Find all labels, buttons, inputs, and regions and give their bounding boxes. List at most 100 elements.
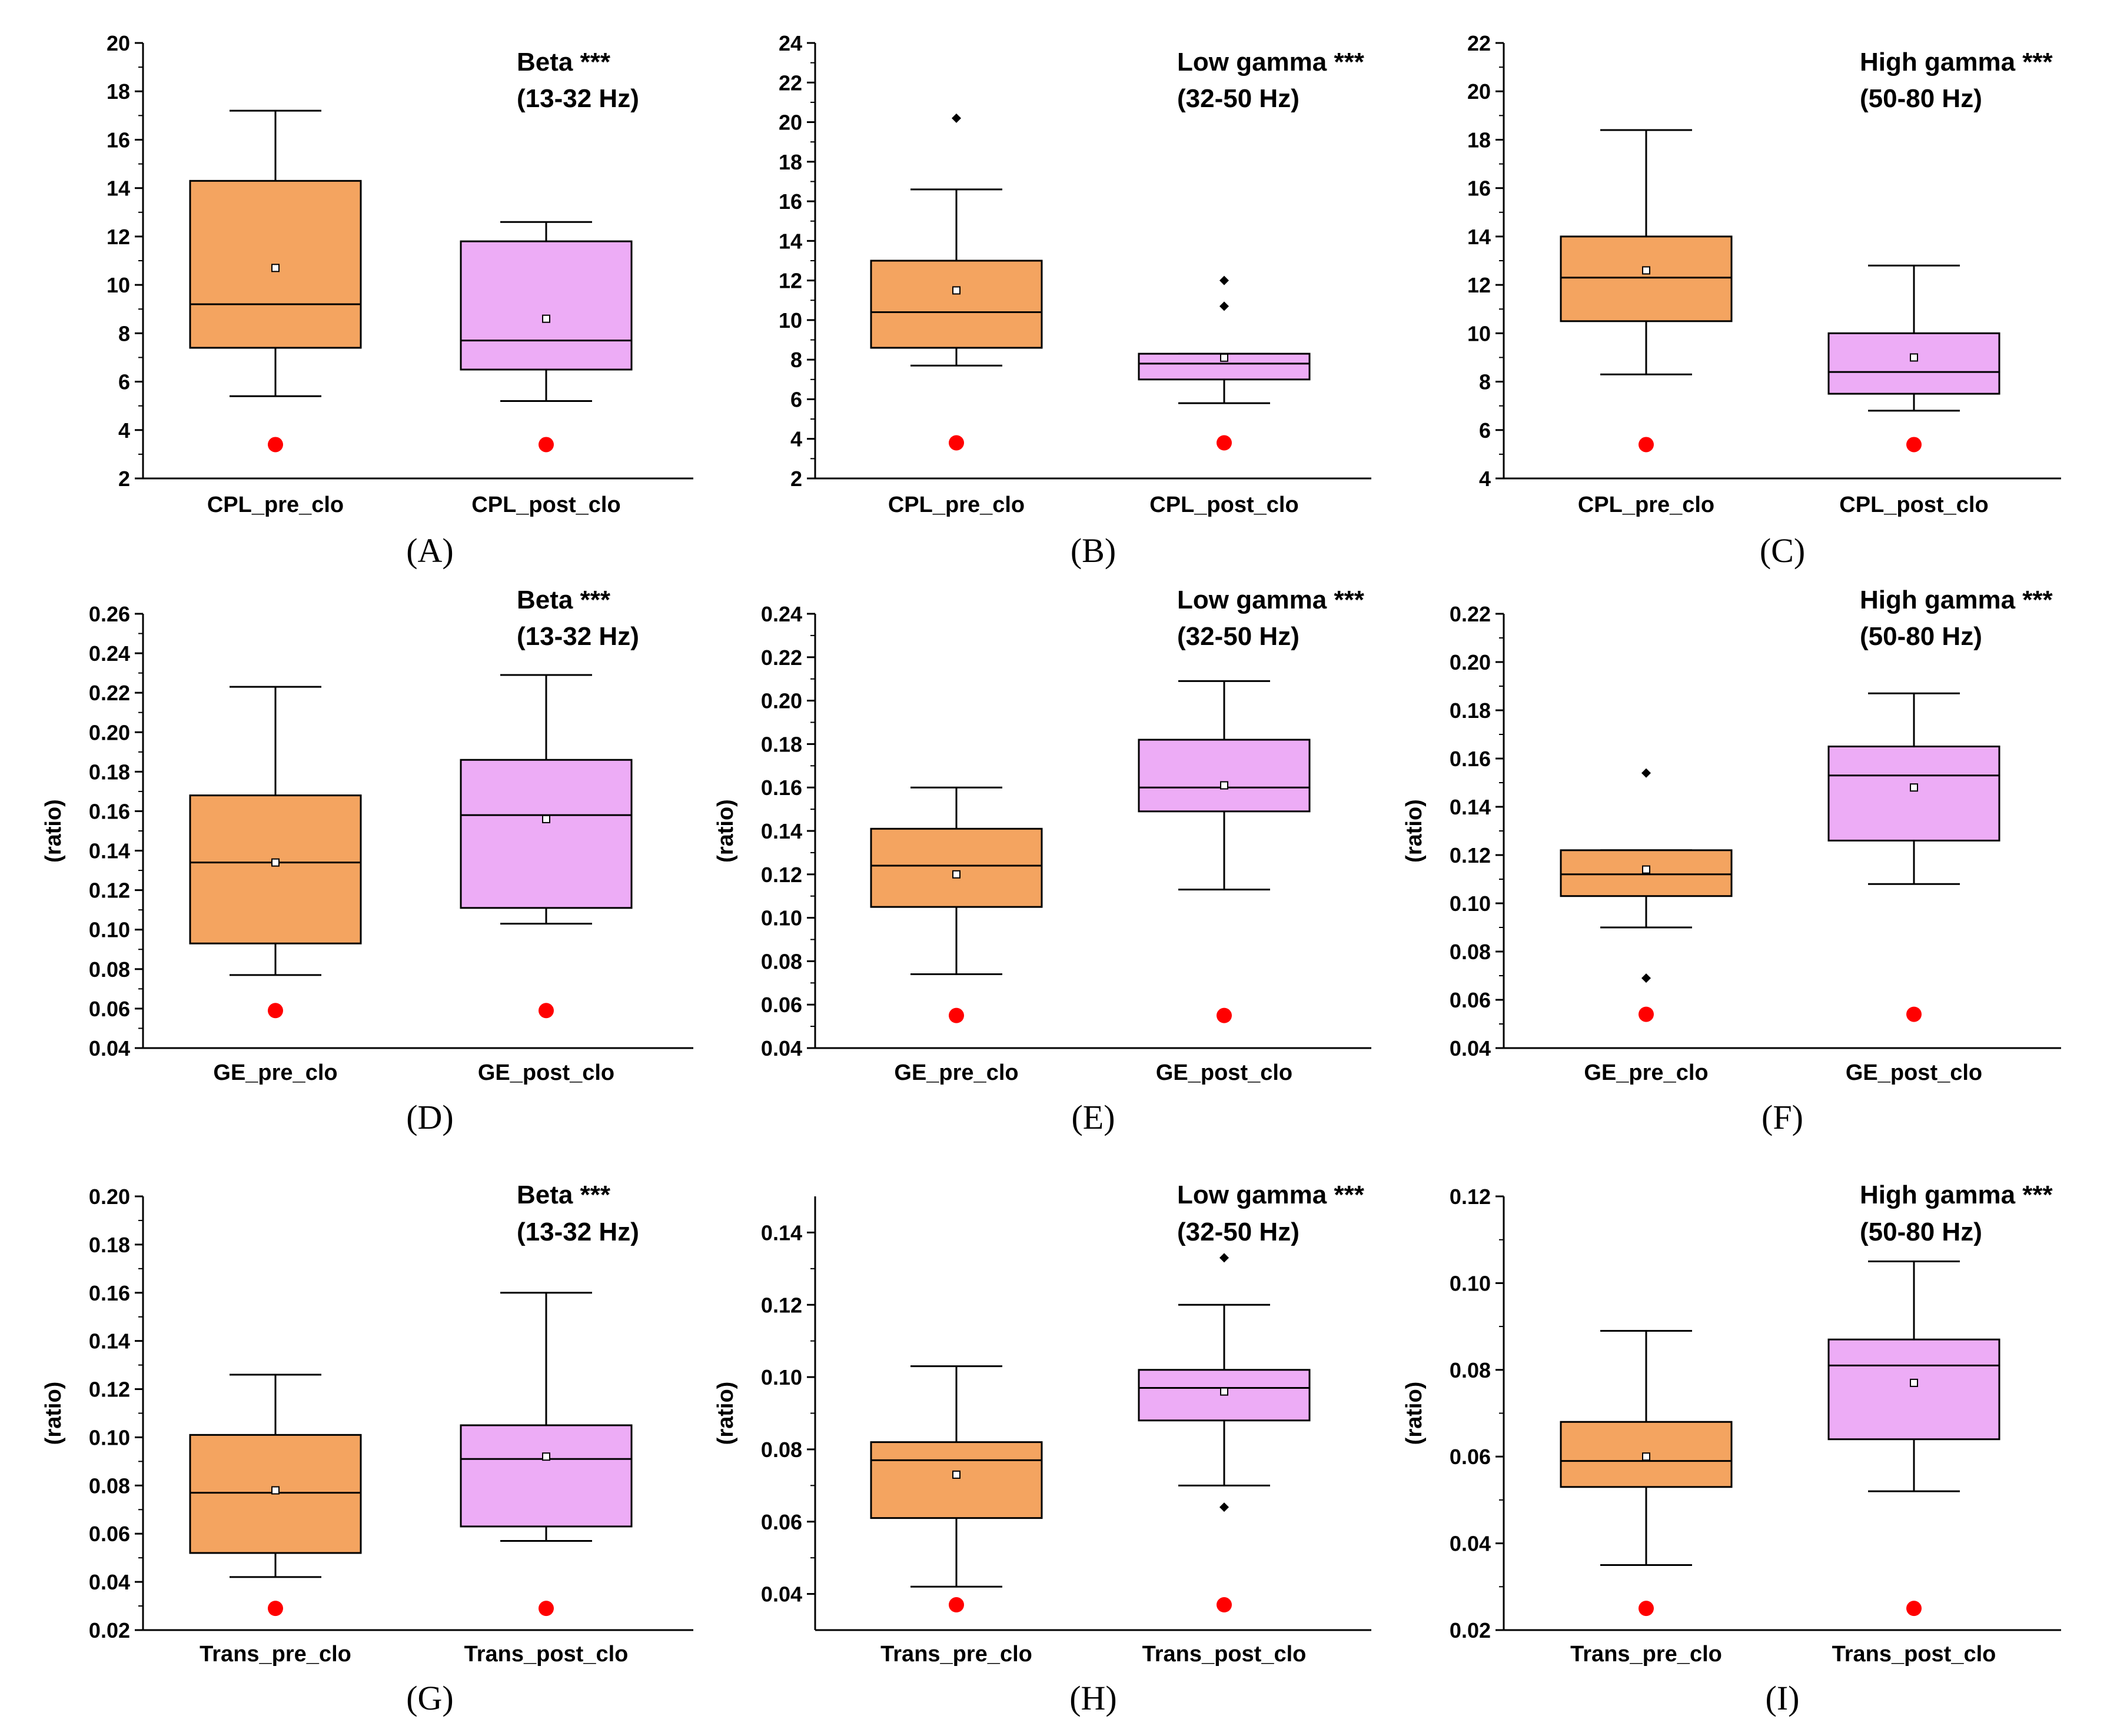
panel-letter: (A): [406, 531, 454, 570]
y-tick-label: 16: [107, 128, 130, 152]
box-post: [1827, 264, 2000, 453]
y-tick-label: 0.08: [89, 957, 130, 982]
panel-title: High gamma ***: [1860, 1180, 2053, 1209]
box-pre: [189, 109, 362, 453]
red-marker: [1217, 1597, 1232, 1613]
panel-subtitle: (32-50 Hz): [1177, 622, 1300, 651]
iqr-box: [460, 240, 633, 371]
y-tick-label: 0.18: [1450, 699, 1491, 723]
red-marker: [1906, 1006, 1922, 1022]
y-tick-label: 20: [107, 31, 130, 55]
mean-marker: [1910, 1378, 1918, 1387]
y-tick-label: 0.04: [89, 1570, 130, 1594]
y-tick-label: 12: [1467, 273, 1491, 297]
red-marker: [268, 1003, 283, 1019]
y-tick-label: 6: [118, 370, 130, 394]
y-axis-label: (ratio): [41, 1382, 66, 1445]
y-tick-label: 0.06: [89, 1522, 130, 1546]
y-tick-label: 14: [779, 229, 802, 253]
iqr-box: [1827, 746, 2000, 842]
y-tick-label: 0.16: [89, 799, 130, 823]
panel-subtitle: (13-32 Hz): [517, 84, 639, 113]
panel-letter: (C): [1760, 531, 1805, 570]
x-category-label: Trans_pre_clo: [200, 1642, 351, 1667]
y-tick-label: 0.02: [89, 1618, 130, 1642]
y-tick-label: 0.22: [1450, 602, 1491, 626]
x-category-label: GE_pre_clo: [213, 1060, 337, 1085]
y-tick-label: 0.12: [1450, 843, 1491, 867]
y-axis-label: (ratio): [713, 1382, 738, 1445]
iqr-box: [460, 759, 633, 909]
y-tick-label: 0.18: [89, 1233, 130, 1257]
y-tick-label: 14: [1467, 225, 1491, 249]
y-tick-label: 0.06: [761, 1510, 802, 1534]
red-marker: [949, 1597, 964, 1613]
iqr-box: [460, 1424, 633, 1528]
y-axis-label: (ratio): [41, 799, 66, 863]
y-tick-label: 0.06: [1450, 1445, 1491, 1469]
mean-marker: [952, 286, 961, 295]
y-tick-label: 12: [107, 225, 130, 249]
red-marker: [1217, 435, 1232, 451]
x-category-label: Trans_post_clo: [464, 1642, 629, 1667]
panel-f: 0.04 0.06 0.08 0.10 0.12 0.14 0.16 0.18 0.20 0.22…: [1402, 586, 2061, 1136]
panel-title: Low gamma ***: [1177, 48, 1365, 77]
y-tick-label: 20: [779, 111, 802, 135]
box-pre: [870, 786, 1043, 1023]
y-tick-label: 0.22: [761, 646, 802, 670]
box-post: [460, 221, 633, 453]
outlier-point: [952, 113, 961, 123]
y-tick-label: 0.04: [761, 1036, 802, 1060]
y-tick-label: 0.14: [1450, 795, 1491, 819]
y-tick-label: 0.04: [1450, 1532, 1491, 1556]
iqr-box: [1560, 235, 1733, 322]
panel-letter: (G): [406, 1679, 454, 1717]
mean-marker: [271, 264, 280, 272]
panel-letter: (D): [406, 1098, 454, 1136]
y-tick-label: 0.06: [761, 993, 802, 1017]
y-tick-label: 0.12: [761, 863, 802, 887]
y-axis-label: (ratio): [1402, 799, 1427, 863]
y-tick-label: 2: [118, 467, 130, 491]
y-tick-label: 0.26: [89, 602, 130, 626]
mean-marker: [1220, 781, 1228, 790]
y-tick-label: 0.24: [761, 602, 802, 626]
y-tick-label: 0.12: [761, 1293, 802, 1317]
y-tick-label: 0.10: [1450, 892, 1491, 916]
panel-a: 2 4 6 8 10 12 14 16 18 20 Beta *** (13-32 Hz) CPL_pr…: [107, 31, 693, 570]
red-marker: [1639, 1601, 1654, 1617]
panel-d: 0.04 0.06 0.08 0.10 0.12 0.14 0.16 0.18 0.20 0.22…: [41, 586, 693, 1136]
x-category-label: CPL_post_clo: [1839, 493, 1988, 517]
y-tick-label: 16: [779, 189, 802, 214]
mean-marker: [271, 858, 280, 867]
y-tick-label: 0.16: [89, 1281, 130, 1305]
y-tick-label: 14: [107, 177, 130, 201]
y-tick-label: 0.22: [89, 681, 130, 705]
y-tick-label: 0.10: [1450, 1271, 1491, 1295]
panel-letter: (H): [1069, 1679, 1117, 1717]
y-tick-label: 0.16: [1450, 747, 1491, 771]
panel-letter: (F): [1762, 1098, 1803, 1136]
y-tick-label: 0.08: [89, 1474, 130, 1498]
y-tick-label: 12: [779, 269, 802, 293]
red-marker: [539, 437, 554, 453]
panel-i: 0.02 0.04 0.06 0.08 0.10 0.12 (ratio) High gamm…: [1402, 1180, 2061, 1717]
y-tick-label: 2: [790, 467, 802, 491]
y-tick-label: 18: [779, 150, 802, 174]
panel-e: 0.04 0.06 0.08 0.10 0.12 0.14 0.16 0.18 0.20 0.22…: [713, 586, 1371, 1136]
panel-subtitle: (32-50 Hz): [1177, 84, 1300, 113]
y-tick-label: 0.02: [1450, 1618, 1491, 1642]
y-tick-label: 0.08: [761, 949, 802, 973]
y-tick-label: 0.12: [1450, 1185, 1491, 1209]
x-category-label: CPL_post_clo: [471, 493, 620, 517]
y-tick-label: 0.18: [89, 760, 130, 784]
y-tick-label: 0.04: [761, 1582, 802, 1607]
y-tick-label: 4: [118, 418, 130, 443]
iqr-box: [870, 827, 1043, 908]
red-marker: [1906, 1601, 1922, 1617]
y-tick-label: 0.14: [89, 839, 130, 863]
y-tick-label: 10: [779, 308, 802, 332]
panel-title: Beta ***: [517, 48, 611, 77]
y-tick-label: 10: [107, 273, 130, 297]
